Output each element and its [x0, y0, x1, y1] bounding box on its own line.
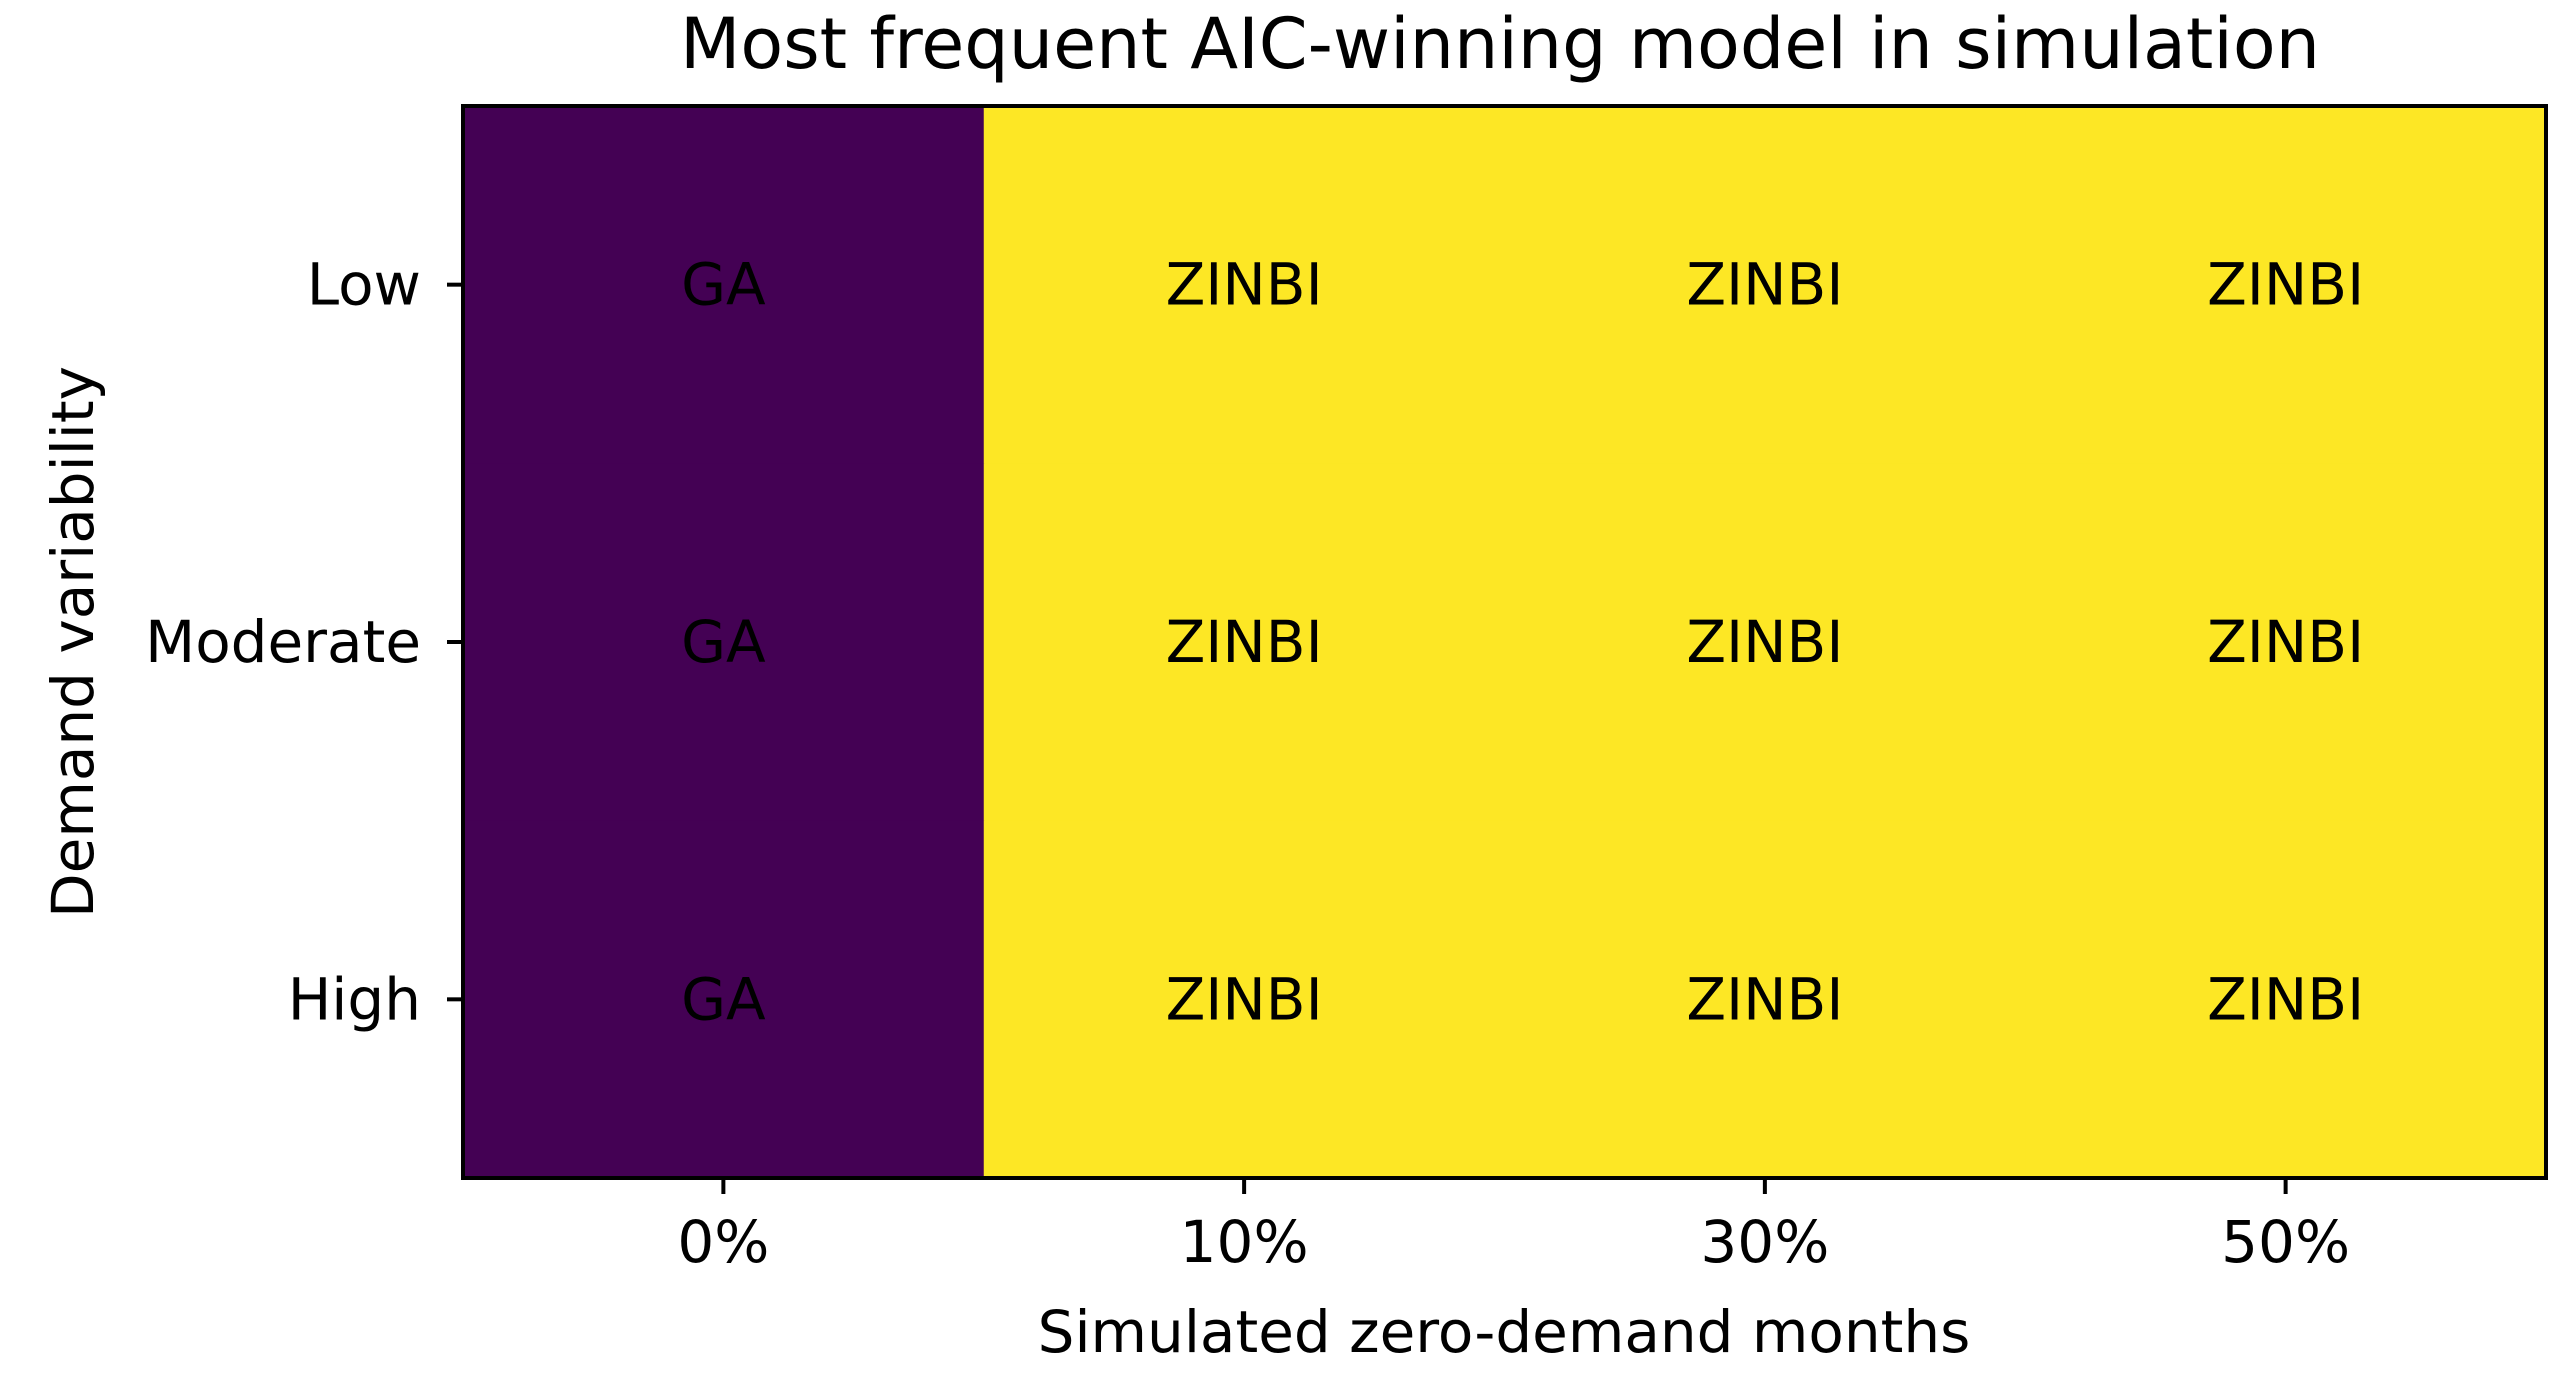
x-tick-label: 10%	[1180, 1208, 1309, 1276]
cell-value-label: ZINBI	[1166, 251, 1323, 319]
x-tick-label: 0%	[677, 1208, 769, 1276]
y-tick-label: Moderate	[145, 608, 421, 676]
cell-value-label: ZINBI	[1686, 965, 1843, 1033]
heatmap-cell	[983, 820, 1506, 1179]
y-axis-ticks: Low Moderate High	[145, 251, 463, 1033]
heatmap-cells	[463, 106, 2547, 1179]
cell-value-label: GA	[681, 608, 766, 676]
heatmap-cell	[2025, 820, 2547, 1179]
x-tick-label: 30%	[1700, 1208, 1829, 1276]
heatmap-cell	[2025, 106, 2547, 464]
cell-value-label: GA	[681, 251, 766, 319]
heatmap-cell	[1504, 106, 2026, 464]
chart-title: Most frequent AIC-winning model in simul…	[680, 3, 2320, 85]
heatmap-cell	[983, 106, 1506, 464]
cell-value-label: ZINBI	[2207, 965, 2364, 1033]
heatmap-cell	[463, 106, 985, 464]
y-tick-label: High	[288, 965, 421, 1033]
cell-value-label: ZINBI	[1166, 608, 1323, 676]
heatmap-cell	[983, 463, 1506, 822]
cell-value-label: GA	[681, 965, 766, 1033]
x-axis-label: Simulated zero-demand months	[1038, 1298, 1971, 1366]
cell-value-label: ZINBI	[1686, 608, 1843, 676]
heatmap-cell	[1504, 463, 2026, 822]
cell-value-label: ZINBI	[1686, 251, 1843, 319]
cell-value-label: ZINBI	[2207, 251, 2364, 319]
x-tick-label: 50%	[2221, 1208, 2350, 1276]
x-axis-ticks: 0% 10% 30% 50%	[677, 1178, 2350, 1276]
cell-value-label: ZINBI	[2207, 608, 2364, 676]
heatmap-cell	[2025, 463, 2547, 822]
heatmap-cell	[463, 820, 985, 1179]
heatmap-cell	[463, 463, 985, 822]
heatmap-cell	[1504, 820, 2026, 1179]
heatmap-cell-labels: GA ZINBI ZINBI ZINBI GA ZINBI ZINBI ZINBI GA ZINB…	[681, 251, 2364, 1034]
cell-value-label: ZINBI	[1166, 965, 1323, 1033]
y-tick-label: Low	[307, 251, 421, 319]
y-axis-label: Demand variability	[39, 366, 107, 918]
